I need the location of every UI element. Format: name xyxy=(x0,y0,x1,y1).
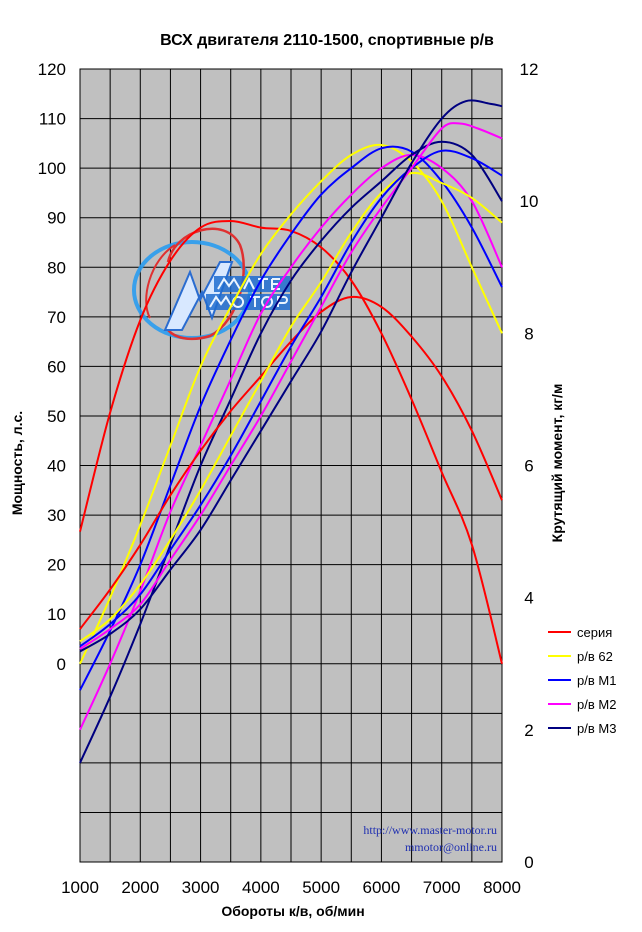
legend-entry: р/в М2 xyxy=(577,697,616,712)
x-tick-label: 3000 xyxy=(182,878,220,897)
y-left-tick-label: 40 xyxy=(47,457,66,476)
y-left-tick-label: 100 xyxy=(38,159,66,178)
y-left-tick-label: 120 xyxy=(38,60,66,79)
y-axis-left-label: Мощность, л.с. xyxy=(9,411,25,515)
x-tick-label: 1000 xyxy=(61,878,99,897)
legend-entry: серия xyxy=(577,625,612,640)
y-axis-right-label: Крутящий момент, кг/м xyxy=(549,384,565,543)
y-axis-right-ticks: 0 2 4 6 8 10 12 xyxy=(520,60,539,872)
torque-line-р/в 62 xyxy=(79,143,503,665)
y-right-tick-label: 8 xyxy=(524,324,533,343)
y-right-tick-label: 4 xyxy=(524,589,533,608)
y-left-tick-label: 90 xyxy=(47,209,66,228)
watermark-url: http://www.master-motor.ru xyxy=(363,823,497,837)
x-tick-label: 6000 xyxy=(363,878,401,897)
x-tick-label: 8000 xyxy=(483,878,521,897)
y-left-tick-label: 20 xyxy=(47,556,66,575)
torque-line-р/в М1 xyxy=(79,145,503,691)
x-tick-label: 7000 xyxy=(423,878,461,897)
y-left-tick-label: 50 xyxy=(47,407,66,426)
legend: серия р/в 62 р/в М1 р/в М2 р/в М3 xyxy=(548,625,616,736)
power-line-р/в М3 xyxy=(79,99,503,653)
y-left-tick-label: 60 xyxy=(47,357,66,376)
legend-entry: р/в М3 xyxy=(577,721,616,736)
power-line-р/в М2 xyxy=(79,122,503,650)
power-line-серия xyxy=(79,295,503,630)
y-right-tick-label: 10 xyxy=(520,192,539,211)
watermark-email: mmotor@online.ru xyxy=(405,840,497,854)
y-right-tick-label: 0 xyxy=(524,853,533,872)
x-tick-label: 2000 xyxy=(121,878,159,897)
legend-entry: р/в 62 xyxy=(577,649,613,664)
y-axis-left-ticks: 0 10 20 30 40 50 60 70 80 90 100 110 120 xyxy=(38,60,66,674)
legend-entry: р/в М1 xyxy=(577,673,616,688)
chart-title: ВСХ двигателя 2110-1500, спортивные р/в xyxy=(160,32,494,49)
power-line-р/в М1 xyxy=(79,149,503,648)
master-motor-logo xyxy=(132,227,290,341)
x-tick-label: 4000 xyxy=(242,878,280,897)
y-right-tick-label: 2 xyxy=(524,721,533,740)
x-tick-label: 5000 xyxy=(302,878,340,897)
y-right-tick-label: 6 xyxy=(524,457,533,476)
x-axis-label: Обороты к/в, об/мин xyxy=(221,903,364,919)
y-left-tick-label: 80 xyxy=(47,258,66,277)
y-left-tick-label: 110 xyxy=(39,110,66,129)
y-right-tick-label: 12 xyxy=(520,60,539,79)
x-axis-ticks: 1000 2000 3000 4000 5000 6000 7000 8000 xyxy=(61,878,521,897)
power-curves xyxy=(79,99,503,653)
y-left-tick-label: 30 xyxy=(47,506,66,525)
y-left-tick-label: 0 xyxy=(57,655,66,674)
y-left-tick-label: 70 xyxy=(47,308,66,327)
y-left-tick-label: 10 xyxy=(47,605,66,624)
power-line-р/в 62 xyxy=(79,171,503,643)
torque-line-серия xyxy=(79,219,503,665)
